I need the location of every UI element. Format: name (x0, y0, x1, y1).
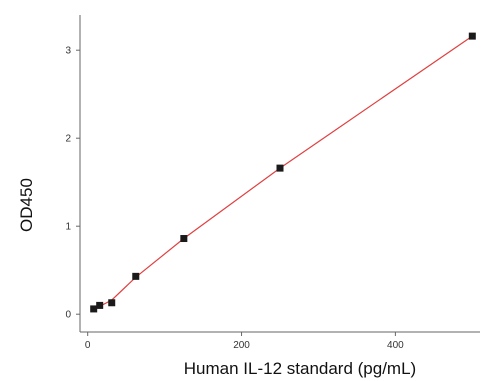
x-tick-label: 400 (387, 340, 404, 351)
y-tick-label: 0 (65, 310, 71, 321)
y-tick-label: 1 (65, 222, 71, 233)
data-point (90, 305, 98, 313)
data-point (96, 301, 104, 309)
x-axis-title: Human IL-12 standard (pg/mL) (184, 359, 416, 378)
data-point (108, 299, 116, 307)
data-point (132, 272, 140, 280)
x-tick-label: 0 (85, 340, 91, 351)
x-tick-label: 200 (233, 340, 250, 351)
y-axis-title: OD450 (17, 178, 36, 232)
data-point (180, 235, 188, 243)
y-tick-label: 2 (65, 134, 71, 145)
plot-area: 0 1 2 3 0 200 400 (65, 15, 480, 351)
data-point (276, 164, 284, 172)
fit-curve (93, 35, 473, 310)
y-tick-label: 3 (65, 46, 71, 57)
data-point (468, 32, 476, 40)
